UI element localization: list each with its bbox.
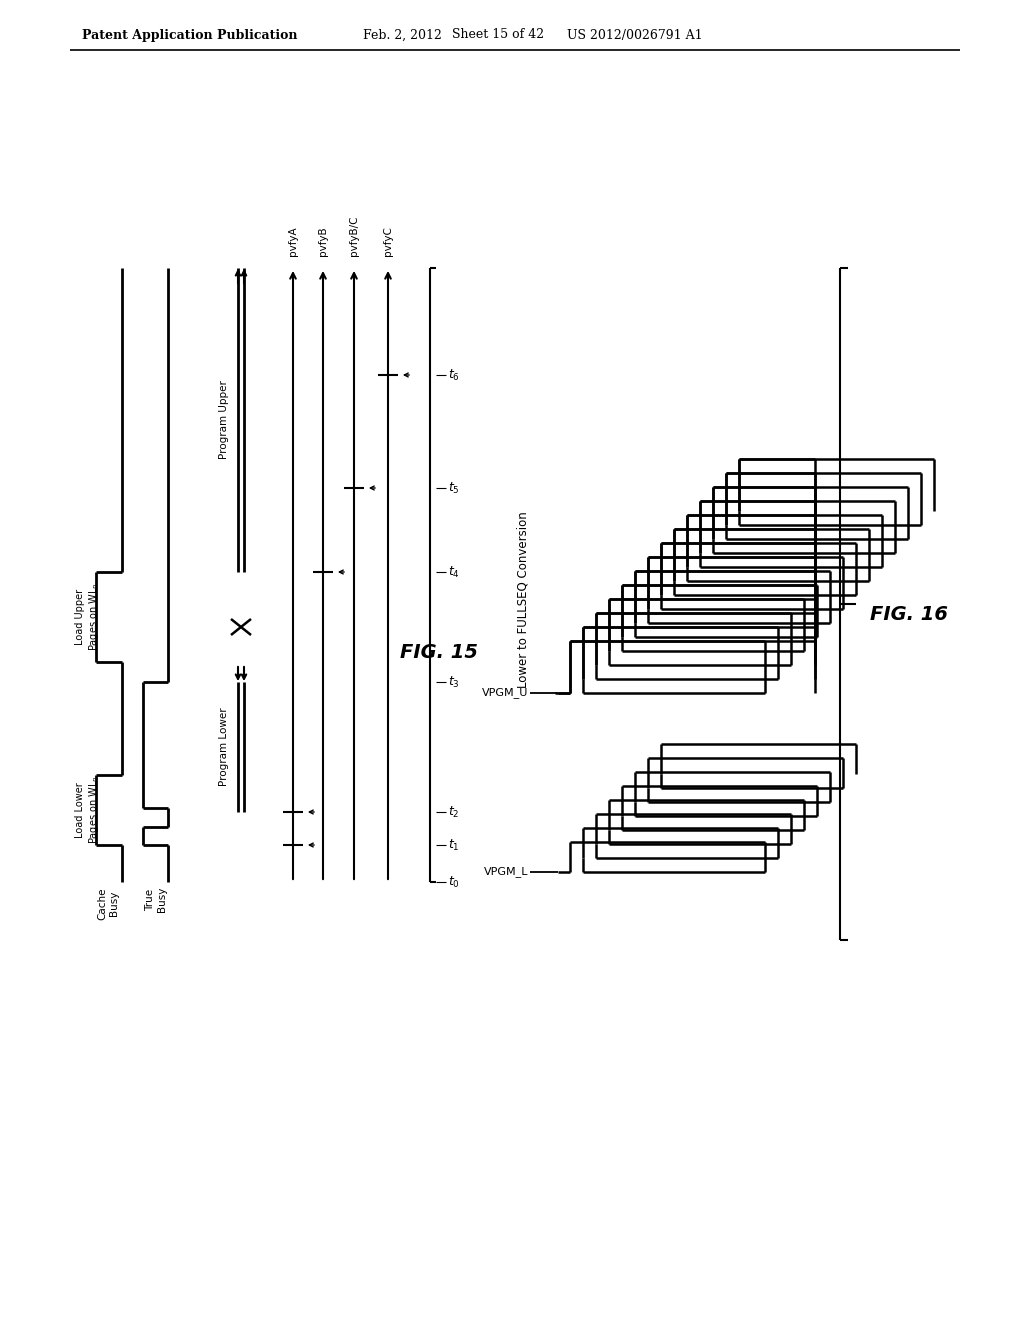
Text: $t_1$: $t_1$ [449, 837, 460, 853]
Text: pvfyB/C: pvfyB/C [349, 215, 359, 256]
Text: Feb. 2, 2012: Feb. 2, 2012 [362, 29, 442, 41]
Text: pvfyA: pvfyA [288, 226, 298, 256]
Text: VPGM_U: VPGM_U [481, 688, 528, 698]
Text: Program Lower: Program Lower [219, 708, 229, 787]
Text: $t_3$: $t_3$ [449, 675, 460, 689]
Text: FIG. 15: FIG. 15 [400, 643, 478, 661]
Text: VPGM_L: VPGM_L [483, 866, 528, 878]
Text: Lower to FULLSEQ Conversion: Lower to FULLSEQ Conversion [516, 512, 529, 688]
Text: $t_2$: $t_2$ [449, 804, 460, 820]
Text: $t_6$: $t_6$ [449, 367, 460, 383]
Text: Load Lower
Pages on WL$_n$: Load Lower Pages on WL$_n$ [75, 776, 101, 845]
Text: Cache
Busy: Cache Busy [97, 887, 119, 920]
Text: $t_0$: $t_0$ [449, 874, 460, 890]
Text: US 2012/0026791 A1: US 2012/0026791 A1 [567, 29, 702, 41]
Text: Program Upper: Program Upper [219, 380, 229, 459]
Text: pvfyC: pvfyC [383, 226, 393, 256]
Text: $t_4$: $t_4$ [449, 565, 460, 579]
Text: Patent Application Publication: Patent Application Publication [82, 29, 298, 41]
Text: pvfyB: pvfyB [318, 226, 328, 256]
Text: $t_5$: $t_5$ [449, 480, 460, 495]
Text: Load Upper
Pages on WL$_n$: Load Upper Pages on WL$_n$ [75, 582, 101, 651]
Text: True
Busy: True Busy [145, 887, 167, 912]
Text: Sheet 15 of 42: Sheet 15 of 42 [452, 29, 544, 41]
Text: FIG. 16: FIG. 16 [870, 605, 948, 623]
